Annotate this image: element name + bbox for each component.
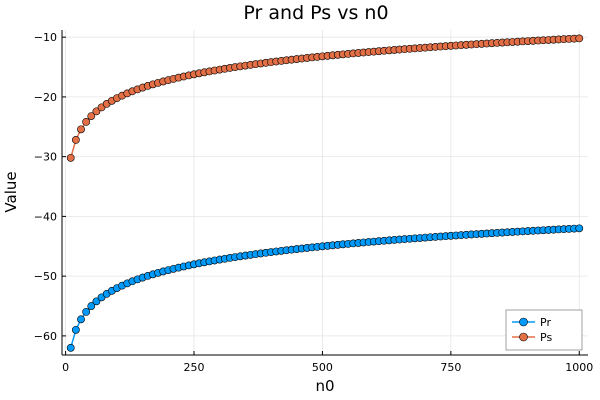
data-point-pr: [82, 307, 91, 316]
data-point-pr: [92, 297, 101, 306]
x-axis-label: n0: [315, 377, 334, 395]
y-tick-label: −30: [34, 151, 57, 164]
data-point-pr: [77, 315, 85, 324]
legend-label-pr: Pr: [540, 316, 551, 329]
data-point-ps: [66, 153, 75, 162]
x-tick-label: 0: [62, 361, 69, 374]
legend: Pr Ps: [505, 309, 583, 351]
series: [66, 34, 584, 352]
legend-marker-pr: [519, 317, 528, 327]
data-point-ps: [92, 107, 101, 116]
chart-title: Pr and Ps vs n0: [243, 2, 388, 24]
data-point-pr: [71, 325, 80, 334]
axes: [61, 30, 588, 356]
x-tick-label: 750: [440, 361, 461, 374]
data-point-pr: [575, 224, 584, 233]
data-point-ps: [77, 125, 85, 134]
data-point-ps: [87, 112, 96, 120]
data-point-ps: [71, 135, 80, 144]
y-tick-label: −40: [34, 210, 57, 223]
data-point-pr: [87, 302, 96, 310]
y-axis-label: Value: [2, 171, 20, 212]
legend-box: [505, 309, 583, 351]
y-tick-label: −50: [34, 270, 57, 283]
y-tick-label: −20: [34, 91, 57, 104]
x-tick-label: 500: [312, 361, 333, 374]
data-point-ps: [575, 34, 584, 43]
ticks: 0 250 500 750 1000 −60 −50 −40 −30 −20 −10: [34, 31, 593, 374]
data-point-pr: [66, 343, 75, 352]
y-tick-label: −60: [34, 330, 57, 343]
grid: [62, 30, 588, 355]
legend-label-ps: Ps: [540, 331, 552, 344]
y-tick-label: −10: [34, 31, 57, 44]
data-point-ps: [82, 117, 91, 126]
x-tick-label: 250: [184, 361, 205, 374]
x-tick-label: 1000: [565, 361, 593, 374]
legend-marker-ps: [519, 332, 528, 342]
